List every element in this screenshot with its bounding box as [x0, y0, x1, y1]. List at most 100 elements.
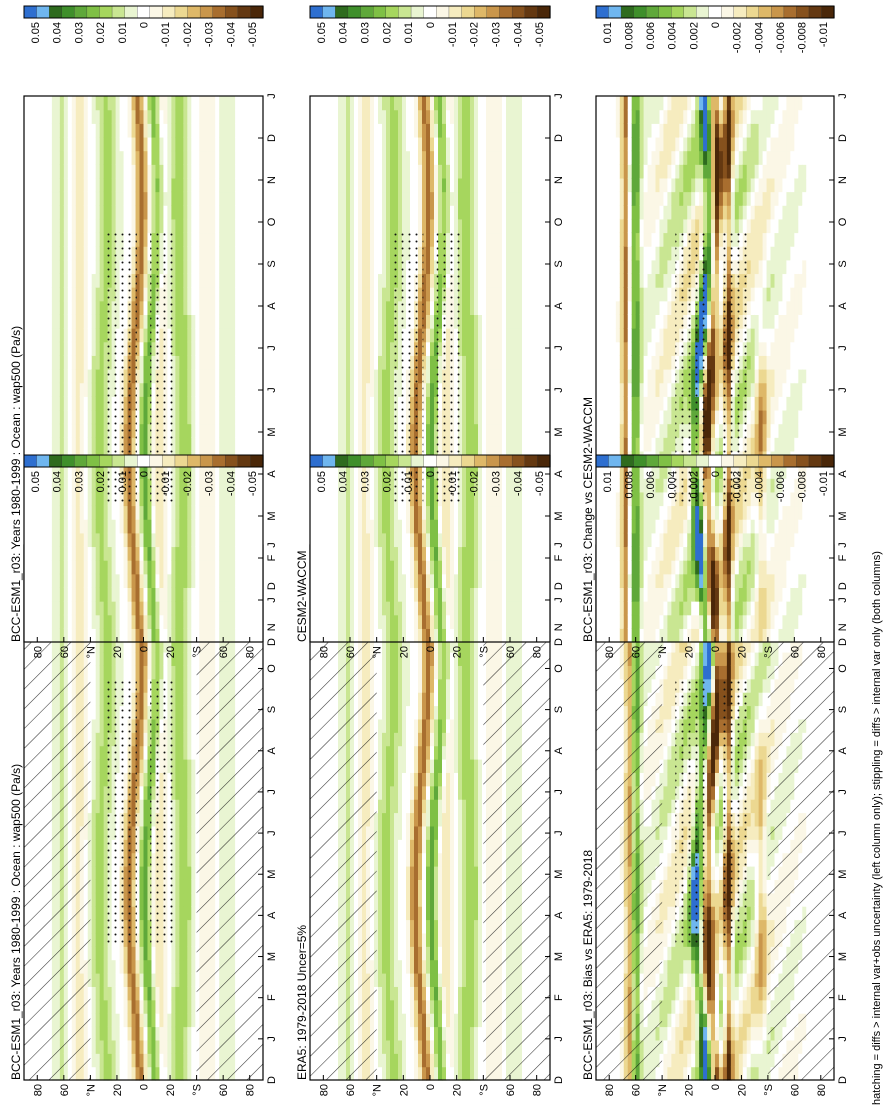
heatmap-cell — [99, 546, 105, 561]
heatmap-cell — [59, 355, 65, 370]
heatmap-cell — [95, 1066, 101, 1081]
heatmap-cell — [59, 546, 65, 561]
heatmap-cell — [99, 437, 105, 452]
heatmap-cell — [51, 205, 57, 220]
heatmap-cell — [91, 705, 97, 720]
heatmap-cell — [79, 437, 85, 452]
heatmap-cell — [223, 601, 228, 616]
heatmap-cell — [195, 164, 200, 179]
heatmap-cell — [171, 96, 176, 111]
heatmap-cell — [31, 519, 37, 534]
heatmap-cell — [175, 1026, 180, 1041]
heatmap-cell — [47, 601, 53, 616]
heatmap-cell — [175, 205, 180, 220]
heatmap-cell — [123, 1053, 129, 1068]
heatmap-cell — [151, 218, 157, 234]
heatmap-cell — [151, 136, 157, 152]
heatmap-cell — [111, 1026, 117, 1041]
heatmap-cell — [243, 341, 248, 356]
heatmap-cell — [67, 300, 73, 315]
heatmap-cell — [235, 259, 240, 275]
heatmap-cell — [155, 546, 161, 561]
heatmap-cell — [191, 409, 196, 425]
heatmap-cell — [251, 601, 256, 616]
month-tick-label: M — [266, 952, 278, 961]
heatmap-cell — [223, 287, 228, 302]
heatmap-cell — [43, 573, 49, 588]
heatmap-cell — [95, 678, 101, 693]
heatmap-cell — [63, 177, 69, 193]
heatmap-cell — [91, 759, 97, 773]
heatmap-cell — [183, 246, 188, 261]
heatmap-cell — [243, 232, 248, 247]
heatmap-cell — [95, 532, 101, 548]
heatmap-cell — [83, 150, 89, 165]
heatmap-cell — [123, 164, 129, 179]
heatmap-cell — [219, 177, 224, 193]
heatmap-cell — [151, 191, 157, 206]
heatmap-cell — [135, 560, 141, 575]
heatmap-cell — [235, 232, 240, 247]
heatmap-cell — [67, 191, 73, 206]
heatmap-cell — [219, 546, 224, 561]
heatmap-cell — [207, 355, 212, 370]
heatmap-cell — [95, 423, 101, 438]
heatmap-cell — [183, 259, 188, 275]
heatmap-cell — [159, 652, 165, 666]
heatmap-cell — [95, 109, 101, 124]
heatmap-cell — [47, 164, 53, 179]
heatmap-cell — [35, 287, 41, 302]
heatmap-cell — [179, 652, 184, 666]
heatmap-cell — [135, 587, 141, 602]
heatmap-cell — [59, 232, 65, 247]
heatmap-cell — [99, 328, 105, 343]
heatmap-cell — [99, 287, 105, 302]
heatmap-cell — [115, 628, 121, 643]
heatmap-cell — [67, 96, 73, 111]
heatmap-cell — [219, 382, 224, 397]
heatmap-cell — [219, 355, 224, 370]
heatmap-cell — [143, 999, 149, 1014]
heatmap-cell — [103, 946, 109, 961]
heatmap-cell — [183, 986, 188, 1001]
heatmap-cell — [215, 478, 220, 493]
heatmap-cell — [83, 601, 89, 616]
heatmap-cell — [75, 519, 81, 534]
heatmap-cell — [183, 825, 188, 840]
heatmap-cell — [79, 614, 85, 629]
heatmap-cell — [139, 705, 145, 720]
heatmap-cell — [123, 652, 129, 666]
heatmap-cell — [143, 785, 149, 800]
heatmap-cell — [223, 96, 228, 111]
heatmap-cell — [211, 355, 216, 370]
heatmap-cell — [191, 259, 196, 275]
heatmap-cell — [79, 519, 85, 534]
heatmap-cell — [79, 259, 85, 275]
heatmap-cell — [187, 772, 192, 787]
heatmap-cell — [187, 718, 192, 733]
heatmap-cell — [203, 232, 208, 247]
heatmap-cell — [75, 218, 81, 234]
heatmap-cell — [231, 369, 236, 384]
heatmap-cell — [51, 423, 57, 438]
heatmap-cell — [155, 614, 161, 629]
heatmap-cell — [215, 369, 220, 384]
heatmap-cell — [83, 355, 89, 370]
heatmap-cell — [59, 246, 65, 261]
heatmap-cell — [91, 409, 97, 425]
heatmap-cell — [219, 136, 224, 152]
heatmap-cell — [187, 505, 192, 520]
heatmap-cell — [83, 505, 89, 520]
heatmap-cell — [67, 369, 73, 384]
heatmap-cell — [155, 109, 161, 124]
heatmap-cell — [235, 287, 240, 302]
heatmap-cell — [107, 505, 113, 520]
heatmap-cell — [187, 341, 192, 356]
heatmap-cell — [67, 532, 73, 548]
heatmap-cell — [155, 532, 161, 548]
heatmap-cell — [127, 601, 133, 616]
heatmap-cell — [24, 287, 29, 302]
heatmap-cell — [91, 825, 97, 840]
heatmap-cell — [139, 1053, 145, 1068]
heatmap-cell — [71, 218, 77, 234]
